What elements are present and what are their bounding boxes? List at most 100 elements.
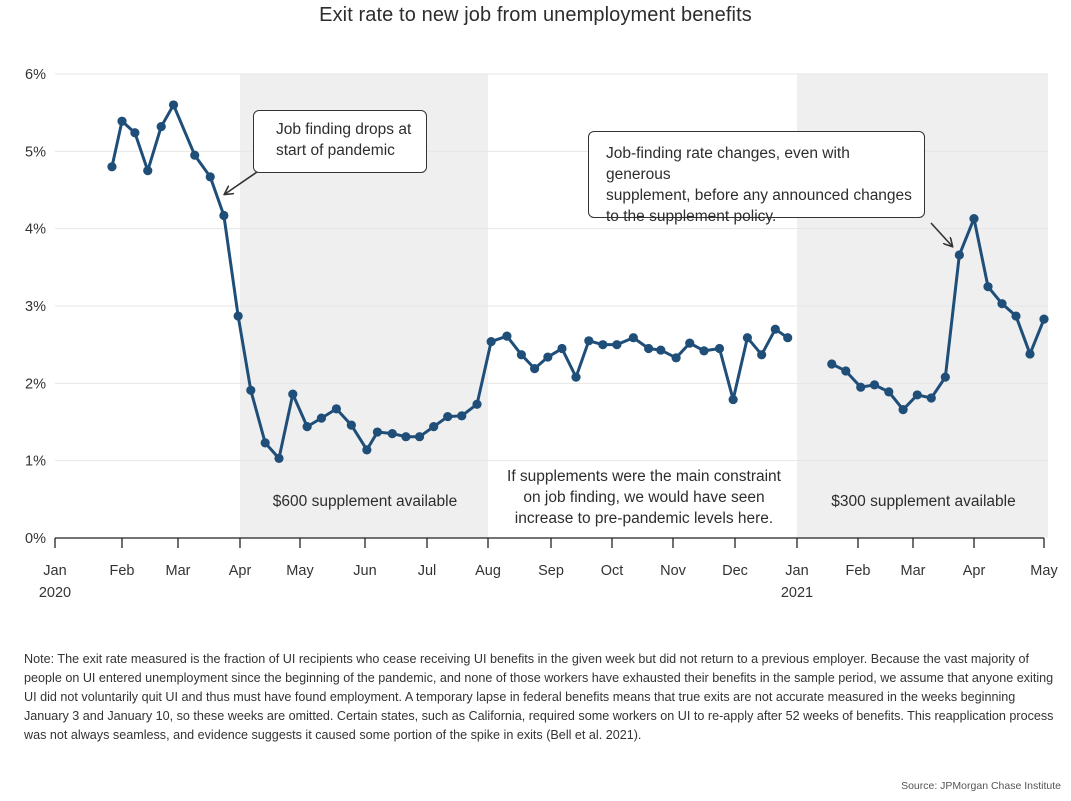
footnote: Note: The exit rate measured is the frac… [24,652,1054,742]
data-point [168,100,179,110]
shaded-region-label-300: $300 supplement available [831,493,1016,510]
data-point [117,116,127,126]
x-tick-label: Jan [43,563,66,579]
data-point [770,324,780,334]
data-point [827,359,837,369]
data-point [516,350,526,360]
data-point [644,343,654,354]
data-point [130,128,140,138]
x-tick-label: Mar [166,563,191,579]
series-group [107,100,793,463]
data-point [219,210,229,221]
data-point [571,372,581,382]
data-point [246,385,256,395]
x-tick-label: May [1030,563,1058,579]
x-tick-label: Oct [601,563,624,579]
x-tick-label: May [286,563,314,579]
data-point [685,338,695,348]
callout-pandemic-drop: Job finding drops at start of pandemic [253,110,427,173]
y-tick-label: 0% [25,531,46,547]
data-point [530,364,540,374]
data-point [954,250,964,260]
data-point [841,366,851,376]
shaded-region-label-600: $600 supplement available [272,493,458,510]
callout-line: Job finding drops at [276,121,412,138]
data-point [543,352,553,362]
data-point [288,389,298,399]
x-tick-label: Sep [538,563,564,579]
mid-annotation-line: If supplements were the main constraint [507,468,781,485]
data-point [274,453,284,463]
x-tick-year-label: 2020 [39,585,71,601]
data-point [884,387,894,397]
series-group [827,214,1049,415]
data-point [598,340,608,350]
data-point [940,372,950,382]
x-tick-label: Apr [229,563,252,579]
chart-title: Exit rate to new job from unemployment b… [319,4,752,26]
data-point [628,333,638,343]
data-point [443,411,453,422]
arrow-icon [930,222,952,246]
data-point [926,393,936,403]
data-point [898,405,908,415]
data-point [414,432,425,442]
annotation-arrows [225,171,952,246]
data-point [1039,314,1049,324]
x-tick-year-label: 2021 [781,585,813,601]
callout-line: to the supplement policy. [606,208,777,225]
data-point [401,432,411,442]
data-point [156,121,166,132]
data-point [107,162,117,172]
x-tick-label: Dec [722,563,748,579]
data-point [584,336,594,346]
line-chart: 0% 1% 2% 3% 4% 5% 6% Jan 2020 Feb Mar Apr May Jun Jul… [25,67,1058,601]
y-tick-label: 6% [25,67,46,83]
x-tick-label: Apr [963,563,986,579]
data-point [1025,349,1035,359]
callout-rate-changes: Job-finding rate changes, even with gene… [588,131,925,225]
x-tick-label: Jan [785,563,808,579]
data-point [969,214,979,224]
data-point [869,380,880,390]
data-point [190,150,200,160]
data-point [362,445,372,455]
data-point [612,340,622,350]
y-tick-label: 1% [25,454,46,470]
data-point [457,411,467,421]
data-point [143,166,153,176]
callout-line: start of pandemic [276,142,395,159]
x-axis: Jan 2020 Feb Mar Apr May Jun Jul Aug Sep Oct Nov Dec… [39,537,1058,601]
data-point [783,333,793,343]
data-point [699,346,709,356]
data-point [372,427,382,437]
data-point [502,331,512,341]
data-point [233,311,243,321]
data-point [346,420,356,430]
callout-line: Job-finding rate changes, even with gene… [606,145,850,183]
series-line [831,217,1046,412]
y-axis-ticks: 0% 1% 2% 3% 4% 5% 6% [25,67,46,547]
data-point [1011,311,1021,321]
x-tick-label: Aug [475,563,501,579]
data-point [728,394,738,405]
data-point [656,345,666,355]
data-point [472,399,482,409]
data-point [486,336,496,347]
y-tick-label: 3% [25,299,46,315]
source-credit: Source: JPMorgan Chase Institute [901,780,1061,792]
mid-annotation-line: on job finding, we would have seen [523,489,765,506]
x-tick-label: Nov [660,563,687,579]
x-tick-label: Feb [110,563,135,579]
data-point [557,343,567,354]
data-point [983,282,993,292]
data-point [316,413,327,423]
data-point [302,422,312,432]
data-point [429,422,439,432]
x-tick-label: Mar [901,563,926,579]
arrow-icon [225,171,258,194]
x-tick-label: Jun [353,563,376,579]
data-point [742,333,753,343]
y-tick-label: 4% [25,222,46,238]
data-point [260,438,270,448]
